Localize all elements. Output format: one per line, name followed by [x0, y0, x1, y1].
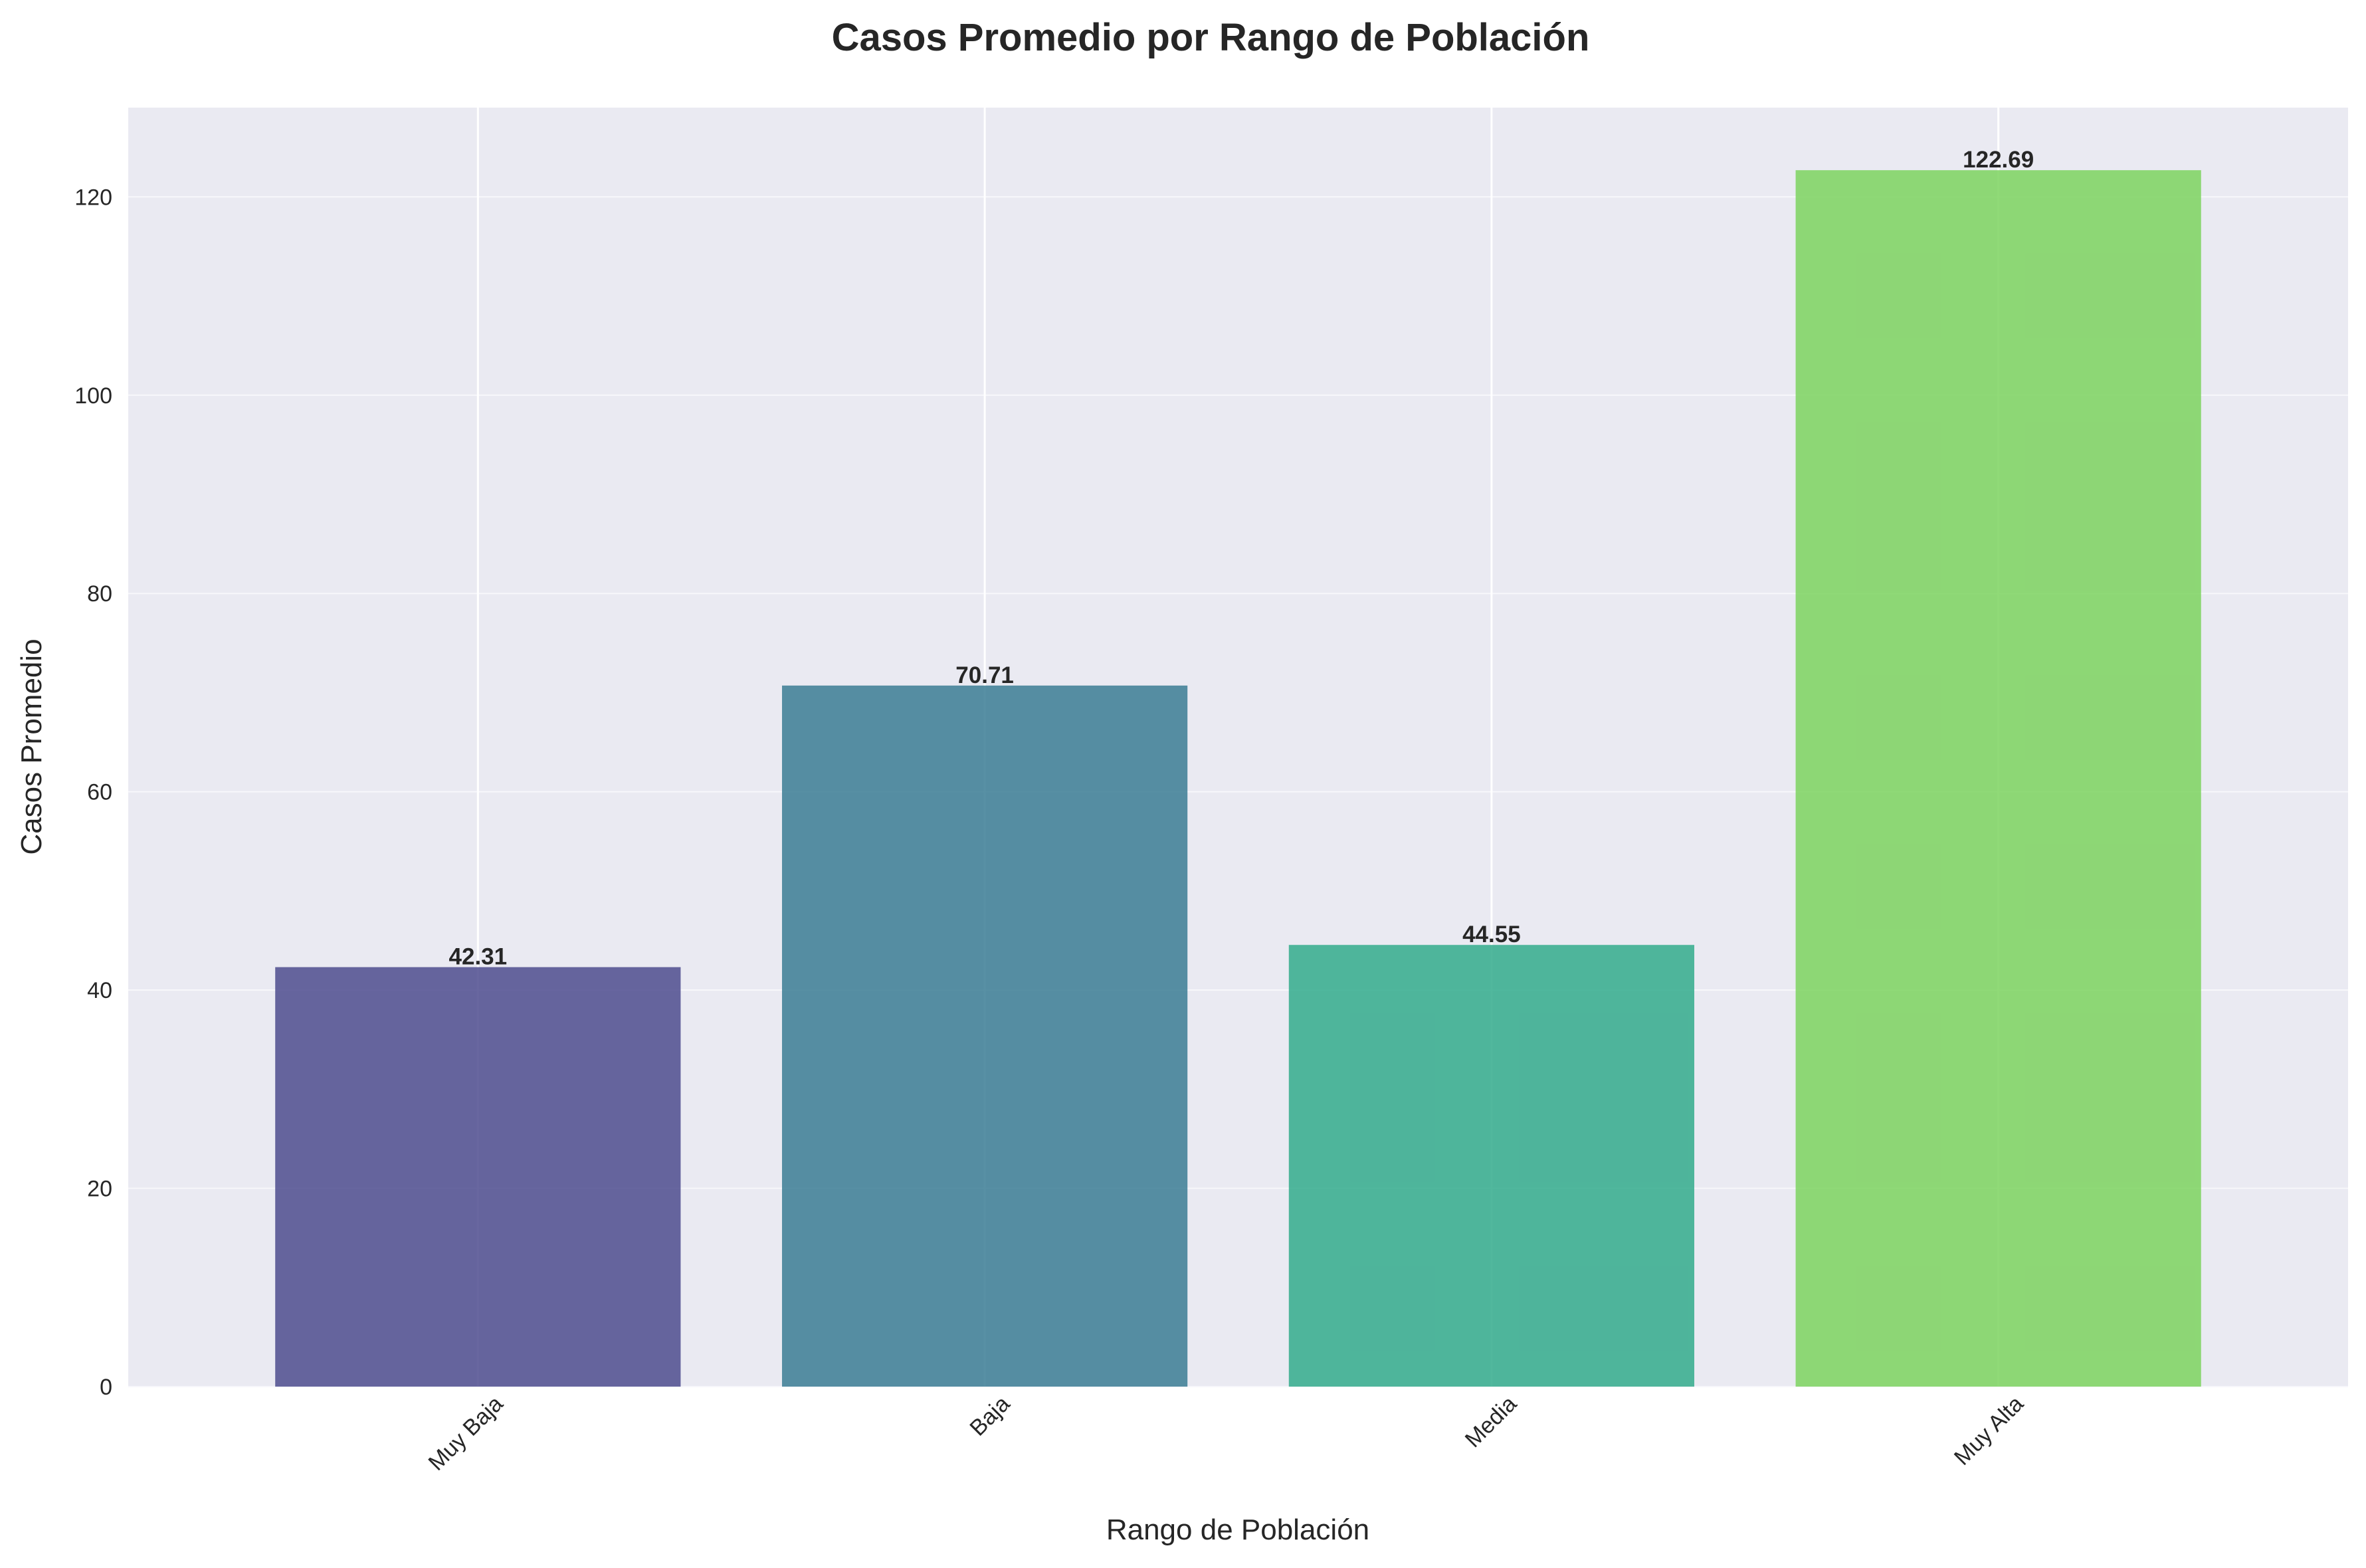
bar-value-label: 122.69 [1963, 147, 2034, 173]
chart-title: Casos Promedio por Rango de Población [832, 16, 1590, 59]
y-tick-label: 80 [87, 581, 112, 607]
y-tick-label: 0 [100, 1375, 112, 1400]
bar-media [1288, 945, 1695, 1387]
value-labels: 42.31 70.71 44.55 122.69 [449, 147, 2034, 969]
y-axis-label: Casos Promedio [15, 638, 48, 854]
y-tick-label: 100 [74, 383, 112, 409]
bar-baja [781, 685, 1188, 1387]
bar-value-label: 70.71 [955, 662, 1014, 688]
y-tick-label: 40 [87, 978, 112, 1003]
y-tick-label: 120 [74, 185, 112, 210]
bar-muy-alta [1795, 170, 2201, 1387]
y-tick-label: 20 [87, 1177, 112, 1202]
bar-value-label: 44.55 [1462, 922, 1521, 947]
y-tick-label: 60 [87, 780, 112, 805]
x-axis-label: Rango de Población [1106, 1514, 1369, 1546]
bar-muy-baja [275, 967, 681, 1387]
y-axis-ticks: 0 20 40 60 80 100 120 [74, 185, 112, 1400]
bars [275, 170, 2201, 1387]
bar-value-label: 42.31 [449, 944, 508, 970]
